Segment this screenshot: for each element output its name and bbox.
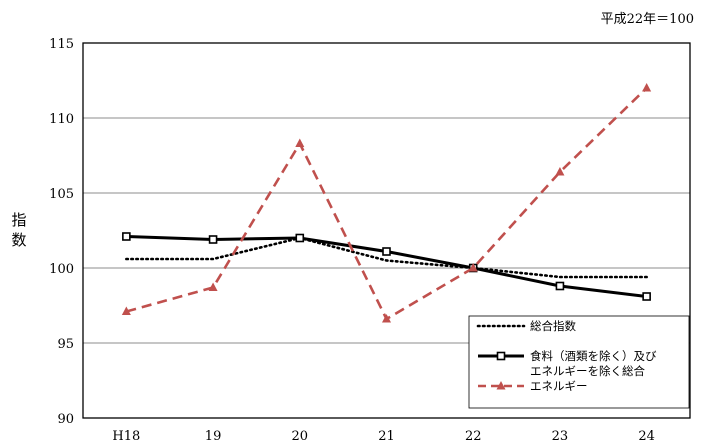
data-point <box>122 232 131 241</box>
plot-area <box>82 42 691 419</box>
legend-label: 食料（酒類を除く）及び <box>530 349 657 363</box>
y-tick-labels: 90 95 100 105 110 115 <box>49 37 74 427</box>
x-tick-label: 22 <box>465 429 482 444</box>
series-group <box>121 83 652 323</box>
y-tick-label: 105 <box>49 187 74 202</box>
data-point <box>382 314 391 323</box>
y-tick-label: 115 <box>49 37 74 52</box>
gridlines <box>83 117 690 344</box>
legend-marker <box>496 351 506 361</box>
data-point <box>555 281 565 291</box>
data-point <box>382 247 391 256</box>
data-point <box>642 292 651 301</box>
legend-label: エネルギー <box>530 379 588 393</box>
series-line-2 <box>126 87 648 321</box>
data-point <box>208 235 218 244</box>
y-tick-label: 90 <box>57 412 74 427</box>
x-tick-labels: H18 19 20 21 22 23 24 <box>112 429 655 444</box>
x-tick-label: 19 <box>205 429 222 444</box>
x-tick-label: 21 <box>378 429 395 444</box>
y-tick-label: 110 <box>49 112 74 127</box>
series-line-0 <box>125 236 648 279</box>
x-tick-label: H18 <box>112 429 140 444</box>
data-point <box>295 233 305 243</box>
x-tick-label: 24 <box>638 429 655 444</box>
data-point <box>121 306 131 315</box>
data-point <box>642 83 652 92</box>
series-line-1 <box>126 235 647 298</box>
legend-label: 総合指数 <box>530 319 576 333</box>
y-tick-label: 95 <box>57 337 74 352</box>
base-year-note: 平成22年＝100 <box>600 12 694 27</box>
data-point <box>208 282 218 291</box>
legend-box <box>468 315 690 409</box>
y-tick-label: 100 <box>49 262 74 277</box>
x-tick-label: 20 <box>292 429 309 444</box>
data-point <box>295 138 305 147</box>
data-point <box>555 167 565 176</box>
legend-label: エネルギーを除く総合 <box>530 364 645 378</box>
x-tick-label: 23 <box>552 429 569 444</box>
legend-marker <box>496 381 506 390</box>
data-point <box>468 263 478 272</box>
y-axis-label: 指数 <box>11 211 27 249</box>
